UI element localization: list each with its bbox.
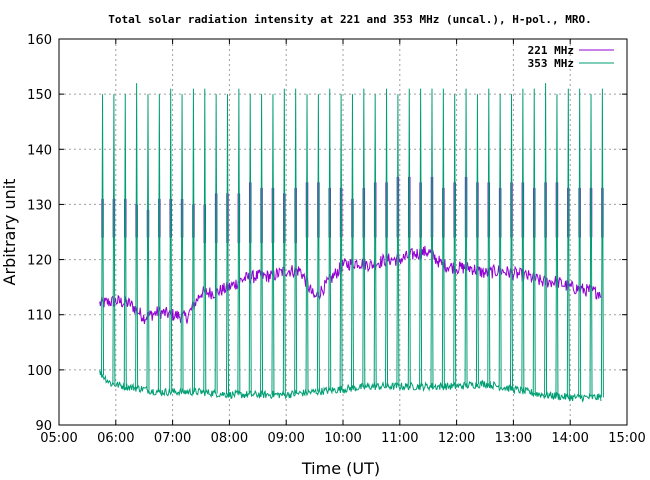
chart-title: Total solar radiation intensity at 221 a… [108, 13, 591, 26]
calibration-spike [453, 94, 457, 387]
legend-label-221: 221 MHz [528, 44, 574, 57]
calibration-spike [169, 88, 173, 392]
y-tick-label: 100 [27, 364, 52, 379]
calibration-spike [180, 94, 184, 392]
calibration-spike [135, 83, 139, 389]
calibration-spike [430, 88, 434, 387]
y-tick-label: 120 [27, 254, 52, 269]
calibration-spike [600, 88, 604, 398]
calibration-spike [157, 94, 161, 392]
x-tick-label: 10:00 [324, 431, 361, 446]
legend-label-353: 353 MHz [528, 57, 574, 70]
calibration-spike [214, 94, 218, 394]
x-tick-label: 12:00 [438, 431, 475, 446]
calibration-spike [101, 94, 105, 376]
calibration-spike [203, 88, 207, 393]
calibration-spike [544, 83, 548, 396]
calibration-spike [123, 94, 127, 387]
calibration-spike [191, 88, 195, 392]
x-tick-label: 14:00 [551, 431, 588, 446]
x-tick-label: 13:00 [495, 431, 532, 446]
calibration-spike [578, 88, 582, 398]
calibration-spike [282, 88, 286, 395]
series-353-mhz [99, 83, 604, 403]
legend: 221 MHz 353 MHz [528, 44, 614, 70]
calibration-spike [555, 94, 559, 397]
calibration-spike [385, 88, 389, 387]
calibration-spike [305, 94, 309, 393]
calibration-spike [362, 88, 366, 388]
calibration-spike [226, 94, 230, 395]
x-tick-label: 05:00 [40, 431, 77, 446]
x-tick-label: 06:00 [97, 431, 134, 446]
y-tick-label: 130 [27, 198, 52, 213]
plot-area [99, 83, 604, 403]
calibration-spike [294, 88, 298, 394]
calibration-spike [532, 88, 536, 394]
calibration-spike [271, 94, 275, 395]
calibration-spike [589, 94, 593, 398]
series-line [99, 370, 602, 403]
calibration-spike [373, 94, 377, 387]
calibration-spike [146, 94, 150, 390]
calibration-spike [396, 94, 400, 387]
calibration-spike [316, 94, 320, 392]
y-tick-label: 140 [27, 143, 52, 158]
calibration-spike [521, 88, 525, 391]
calibration-spike [112, 94, 116, 385]
calibration-spike [328, 88, 332, 391]
calibration-spike [475, 94, 479, 385]
calibration-spike [498, 94, 502, 387]
calibration-spike [441, 88, 445, 387]
y-tick-label: 110 [27, 309, 52, 324]
calibration-spike [350, 94, 354, 389]
gridlines [59, 39, 627, 425]
plot-frame [58, 38, 628, 426]
series-line [99, 245, 602, 324]
y-tick-label: 90 [35, 419, 52, 434]
axis-ticks: 05:00 06:00 07:00 08:00 09:00 10:00 11:00 12:00… [27, 33, 646, 446]
x-tick-label: 15:00 [608, 431, 645, 446]
x-tick-label: 08:00 [211, 431, 248, 446]
y-axis-label: Arbitrary unit [0, 179, 19, 286]
calibration-spike [260, 94, 264, 395]
y-tick-label: 160 [27, 33, 52, 48]
calibration-spike [510, 94, 514, 389]
calibration-spike [464, 88, 468, 386]
calibration-spike [237, 88, 241, 395]
x-tick-label: 11:00 [381, 431, 418, 446]
x-tick-label: 07:00 [154, 431, 191, 446]
calibration-spike [487, 88, 491, 385]
calibration-spike [248, 94, 252, 395]
calibration-spike [566, 88, 570, 398]
y-tick-label: 150 [27, 88, 52, 103]
calibration-spike [339, 94, 343, 390]
x-tick-label: 09:00 [267, 431, 304, 446]
calibration-spike [419, 88, 423, 387]
calibration-spike [407, 88, 411, 387]
x-axis-label: Time (UT) [301, 459, 380, 478]
